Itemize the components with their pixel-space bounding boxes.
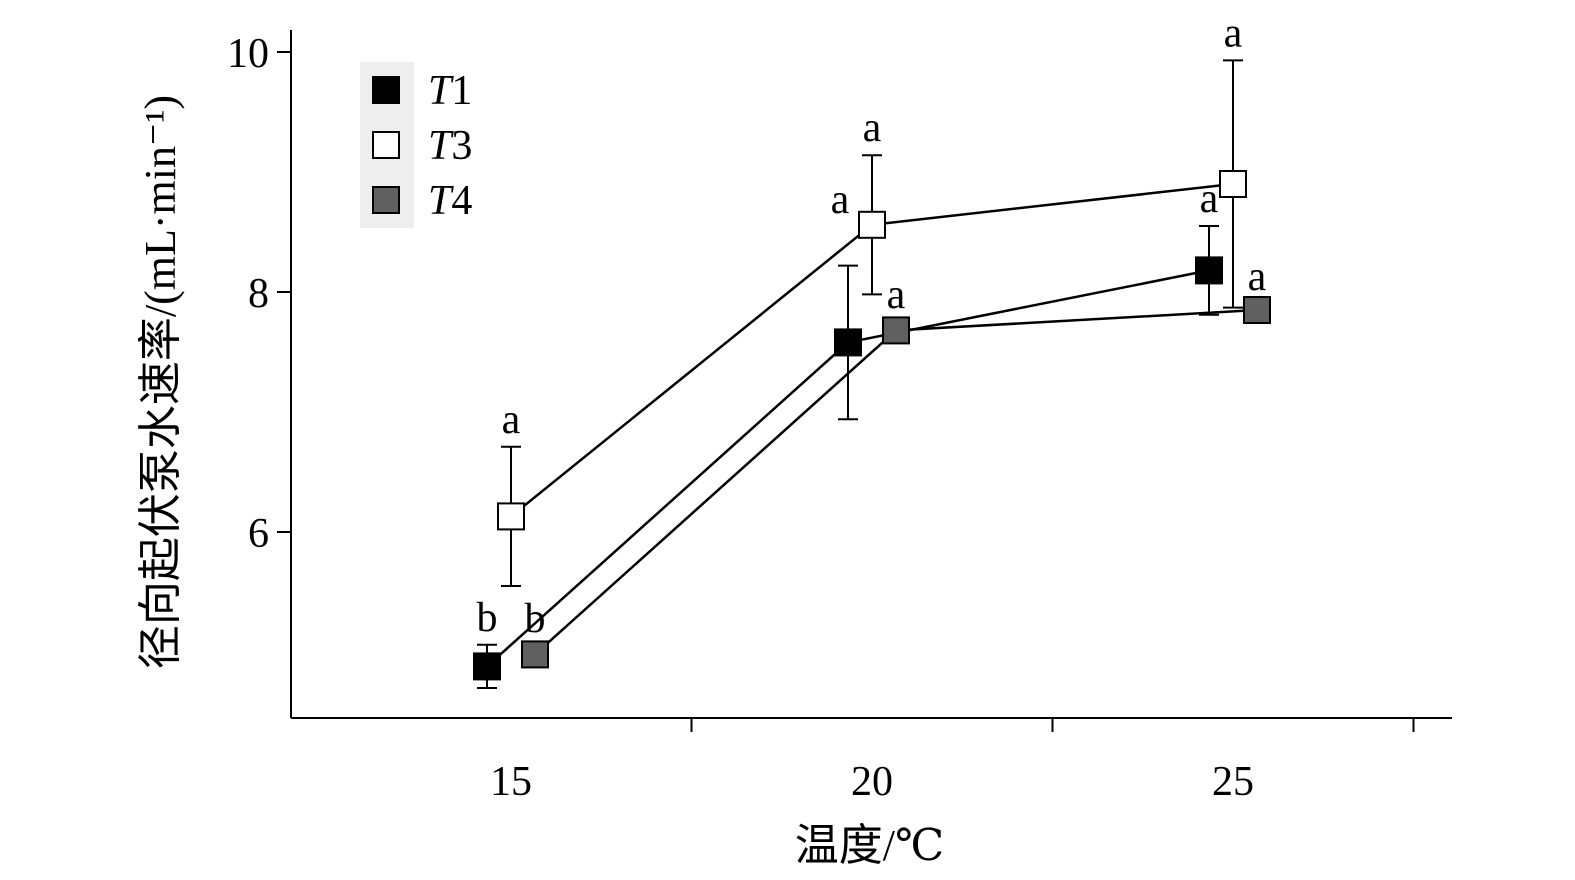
series-group (473, 59, 1271, 689)
significance-label: a (887, 272, 906, 318)
data-point-T3 (1219, 170, 1247, 198)
significance-label: a (1224, 10, 1243, 56)
data-point-T4 (1243, 296, 1271, 324)
significance-label: a (1248, 254, 1267, 300)
y-tick-label: 6 (248, 511, 269, 557)
data-point-T3 (497, 502, 525, 531)
y-tick-label: 8 (248, 271, 269, 317)
series-line-T4 (534, 308, 1258, 656)
axes (290, 30, 1452, 719)
y-tick-label: 10 (227, 31, 269, 77)
data-point-T3 (858, 210, 886, 239)
data-point-T4 (521, 640, 549, 669)
legend-label-T1: T1 (428, 68, 472, 114)
y-axis-title: 径向起伏泵水速率/(mL·min⁻¹) (136, 95, 185, 669)
x-tick-label: 20 (851, 759, 893, 805)
significance-label: a (831, 177, 850, 223)
significance-label: b (525, 596, 546, 642)
data-point-T1 (1195, 256, 1223, 285)
series-T4 (521, 296, 1271, 669)
series-T1 (473, 225, 1223, 689)
legend-label-T4: T4 (428, 178, 472, 224)
data-point-T1 (473, 652, 501, 681)
data-point-T1 (834, 328, 862, 357)
significance-label: a (502, 397, 521, 443)
significance-label: b (477, 595, 498, 641)
x-axis-title: 温度/℃ (795, 821, 944, 870)
significance-label: a (1200, 176, 1219, 222)
legend-label-T3: T3 (428, 123, 472, 169)
x-tick-label: 15 (490, 759, 532, 805)
significance-label: a (863, 105, 882, 151)
legend-marker-T3 (372, 131, 400, 159)
data-point-T4 (882, 316, 910, 345)
y-ticks: 6 8 10 (227, 31, 291, 557)
legend-marker-T4 (372, 186, 400, 214)
legend-marker-T1 (372, 76, 400, 104)
x-ticks: 15 20 25 (490, 718, 1415, 805)
legend: T1 T3 T4 (360, 62, 472, 228)
series-T3 (497, 59, 1247, 587)
x-tick-label: 25 (1212, 759, 1254, 805)
